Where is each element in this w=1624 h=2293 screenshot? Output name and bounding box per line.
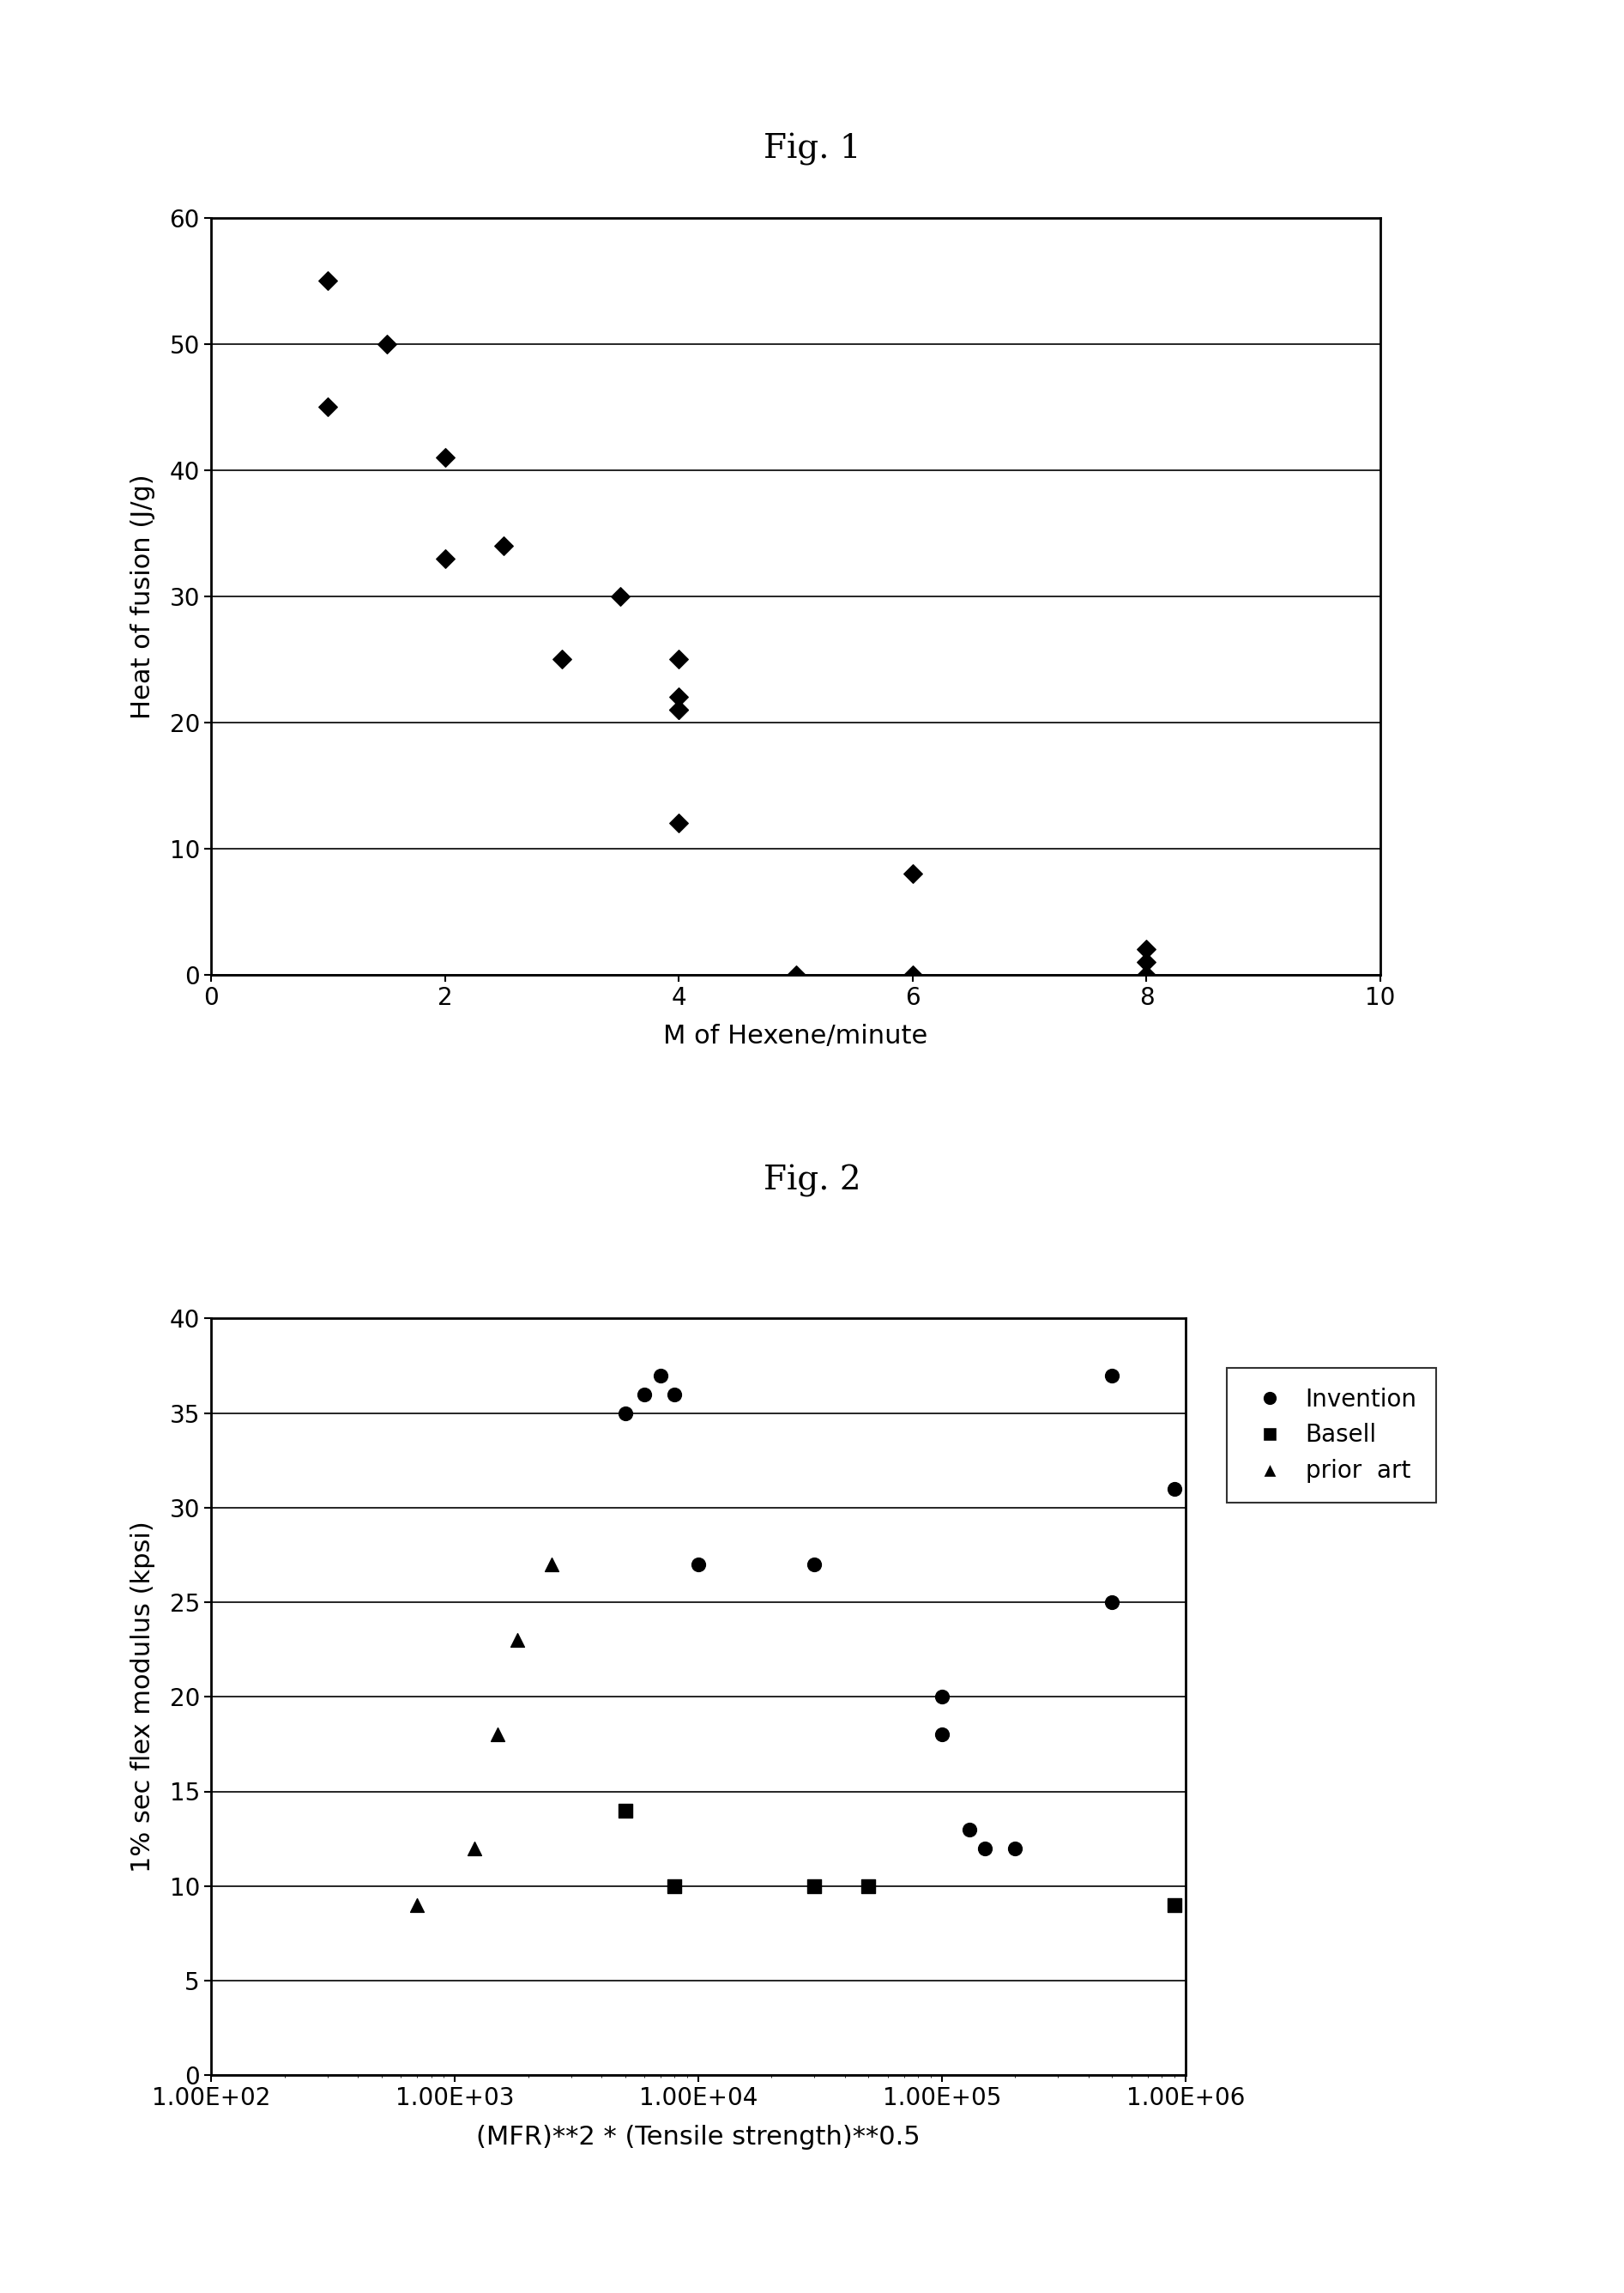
X-axis label: (MFR)**2 * (Tensile strength)**0.5: (MFR)**2 * (Tensile strength)**0.5 xyxy=(476,2126,921,2151)
Point xyxy=(661,1867,687,1903)
Point xyxy=(1161,1887,1187,1924)
Point xyxy=(503,1621,529,1658)
Point xyxy=(315,388,341,426)
Point xyxy=(1099,1357,1125,1394)
Point xyxy=(802,1545,828,1582)
Point xyxy=(612,1394,638,1431)
Point xyxy=(539,1545,565,1582)
Point xyxy=(484,1715,510,1752)
Point xyxy=(900,855,926,892)
Point xyxy=(612,1793,638,1830)
Point xyxy=(315,264,341,300)
Point xyxy=(929,1715,955,1752)
Point xyxy=(661,1376,687,1412)
Point xyxy=(666,679,692,715)
Point xyxy=(900,956,926,993)
Point xyxy=(461,1830,487,1867)
Legend: Invention, Basell, prior  art: Invention, Basell, prior art xyxy=(1226,1369,1436,1502)
X-axis label: M of Hexene/minute: M of Hexene/minute xyxy=(664,1025,927,1050)
Point xyxy=(971,1830,997,1867)
Text: Fig. 1: Fig. 1 xyxy=(763,133,861,165)
Point xyxy=(1161,1470,1187,1507)
Point xyxy=(549,642,575,679)
Point xyxy=(666,805,692,842)
Point xyxy=(1134,956,1160,993)
Point xyxy=(802,1867,828,1903)
Point xyxy=(490,527,516,564)
Point xyxy=(1134,945,1160,981)
Point xyxy=(1099,1584,1125,1621)
Point xyxy=(404,1887,430,1924)
Point xyxy=(783,956,809,993)
Point xyxy=(607,578,633,615)
Point xyxy=(957,1811,983,1848)
Point xyxy=(374,326,400,362)
Point xyxy=(856,1867,882,1903)
Point xyxy=(666,692,692,729)
Point xyxy=(648,1357,674,1394)
Point xyxy=(685,1545,711,1582)
Point xyxy=(1002,1830,1028,1867)
Point xyxy=(632,1376,658,1412)
Y-axis label: Heat of fusion (J/g): Heat of fusion (J/g) xyxy=(130,475,154,718)
Point xyxy=(666,642,692,679)
Text: Fig. 2: Fig. 2 xyxy=(763,1165,861,1197)
Y-axis label: 1% sec flex modulus (kpsi): 1% sec flex modulus (kpsi) xyxy=(130,1520,154,1873)
Point xyxy=(432,440,458,477)
Point xyxy=(1134,931,1160,968)
Point xyxy=(666,692,692,729)
Point xyxy=(929,1678,955,1715)
Point xyxy=(432,539,458,576)
